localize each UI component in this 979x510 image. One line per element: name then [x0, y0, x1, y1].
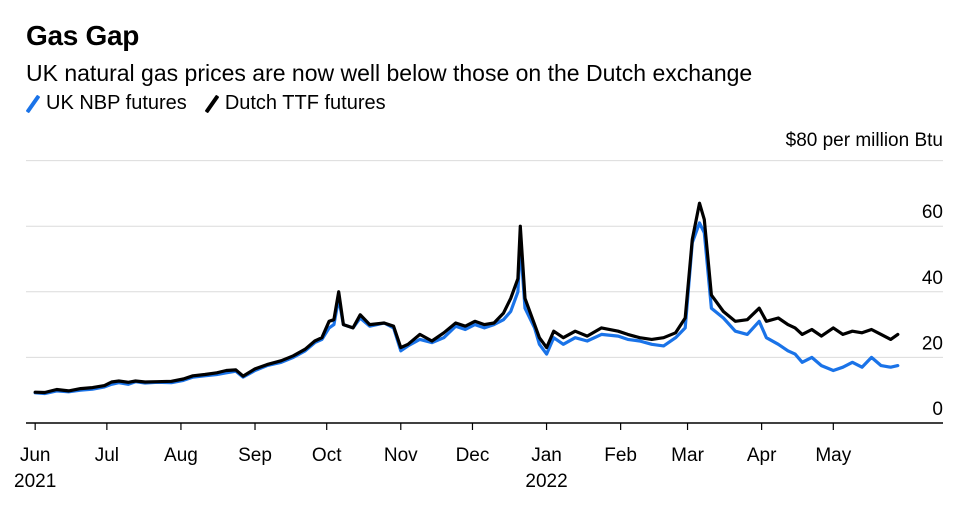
y-unit-label: $80 per million Btu: [786, 130, 943, 151]
gridlines: [26, 160, 943, 358]
y-tick-label: 0: [932, 399, 943, 420]
x-tick-label: Nov: [384, 445, 418, 466]
x-tick-label: Jun: [20, 445, 51, 466]
y-axis-labels: 0 20 40 60: [922, 202, 943, 420]
x-tick-label: Mar: [671, 445, 704, 466]
legend-label-dutch-ttf: Dutch TTF futures: [224, 92, 386, 114]
x-tick-label: Oct: [312, 445, 342, 466]
x-tick-label: Jan: [531, 445, 562, 466]
y-tick-label: 60: [922, 202, 943, 223]
legend-label-uk-nbp: UK NBP futures: [46, 92, 187, 114]
legend-item-uk-nbp: UK NBP futures: [26, 92, 187, 115]
x-tick-label: Dec: [456, 445, 490, 466]
chart-title: Gas Gap: [26, 20, 140, 51]
legend-item-dutch-ttf: Dutch TTF futures: [205, 92, 386, 115]
series-line-uk-nbp: [33, 221, 900, 396]
x-tick-year-label: 2021: [14, 471, 56, 492]
x-tick-year-label: 2022: [525, 471, 567, 492]
series-line-dutch-ttf: [33, 201, 900, 395]
series-lines: [33, 201, 900, 396]
legend: UK NBP futures Dutch TTF futures: [26, 92, 386, 115]
x-tick-label: Jul: [95, 445, 119, 466]
x-tick-label: Aug: [164, 445, 198, 466]
x-tick-label: Sep: [238, 445, 272, 466]
y-tick-label: 20: [922, 333, 943, 354]
chart-subtitle: UK natural gas prices are now well below…: [26, 60, 753, 86]
x-axis: Jun 2021 Jul Aug Sep Oct Nov Dec Jan 2022 Feb Mar Ap…: [14, 422, 943, 492]
x-tick-label: May: [815, 445, 851, 466]
y-tick-label: 40: [922, 268, 943, 289]
x-tick-label: Feb: [604, 445, 637, 466]
x-tick-label: Apr: [747, 445, 777, 466]
